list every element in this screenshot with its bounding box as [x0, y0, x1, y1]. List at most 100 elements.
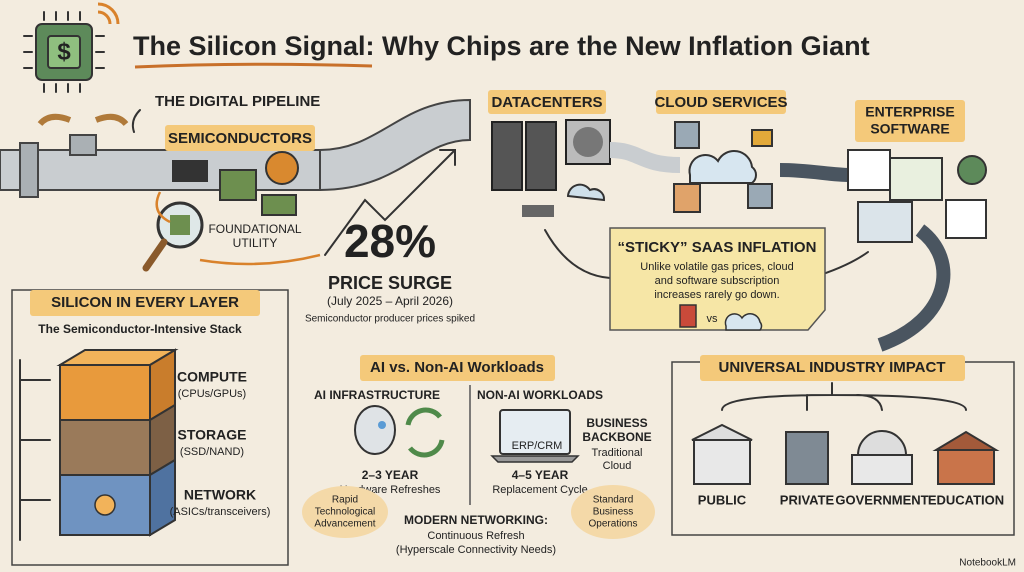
icon-part: [69, 134, 97, 156]
title-underline: [134, 62, 373, 69]
icon-part: [405, 407, 445, 458]
icon-part: [149, 458, 176, 537]
software-icons: [847, 149, 987, 243]
laptop-icon: [490, 409, 580, 463]
gas-icon: [679, 304, 697, 328]
layer-detail: (CPUs/GPUs): [178, 388, 246, 400]
icon-part: [937, 449, 995, 485]
chip-symbol: $: [57, 38, 71, 65]
cloud-label: CLOUD SERVICES: [654, 94, 787, 111]
orange-arrow: [155, 191, 321, 266]
chip-icon: [23, 2, 120, 93]
stack-title: SILICON IN EVERY LAYER: [51, 294, 239, 311]
icon-part: [688, 150, 757, 184]
pipe-segment: [609, 142, 681, 173]
icon-part: [525, 121, 557, 191]
vs-label: vs: [707, 313, 719, 325]
ai-driver: Technological: [315, 507, 376, 518]
icon-part: [142, 238, 168, 272]
surge-figure: 28%: [344, 215, 436, 267]
building-icons: [691, 423, 1000, 485]
bracket: [19, 359, 51, 541]
non-ai-driver: Operations: [589, 519, 638, 530]
pipe-segment: [877, 224, 951, 352]
icon-part: [747, 183, 773, 209]
ai-cycle: 2–3 YEAR: [362, 468, 419, 482]
sector: PUBLIC: [698, 492, 747, 507]
layer-name: NETWORK: [184, 487, 256, 503]
icon-part: [261, 194, 297, 216]
pipeline-label: THE DIGITAL PIPELINE: [155, 93, 320, 110]
non-ai-driver: Standard: [593, 495, 634, 506]
icon-part: [851, 454, 913, 485]
icon-part: [857, 201, 913, 243]
pointer-arrow: [131, 109, 141, 133]
title: The Silicon Signal: Why Chips are the Ne…: [133, 31, 870, 61]
impact-tag: [700, 355, 965, 381]
layer-cubes: [56, 348, 179, 537]
app-label: ERP/CRM: [512, 440, 563, 452]
workloads-tag: [360, 355, 555, 381]
backbone: BACKBONE: [582, 430, 651, 444]
icon-part: [751, 129, 773, 147]
non-ai-detail: Replacement Cycle: [492, 484, 587, 496]
semiconductors-label: SEMICONDUCTORS: [168, 130, 312, 147]
cloud-tag: [656, 90, 786, 114]
icon-part: [170, 215, 190, 235]
icon-part: [957, 155, 987, 185]
sticky-note: [609, 227, 826, 331]
impact-title: UNIVERSAL INDUSTRY IMPACT: [719, 359, 946, 376]
icon-part: [19, 142, 39, 198]
icon-part: [490, 455, 580, 463]
ai-driver: Advancement: [314, 519, 375, 530]
layer-name: COMPUTE: [177, 369, 247, 385]
foundational-line: FOUNDATIONAL: [208, 222, 301, 236]
ai-driver: Rapid: [332, 495, 358, 506]
icon-part: [172, 160, 208, 182]
magnifier-icon: [142, 201, 204, 272]
enterprise-label: SOFTWARE: [870, 121, 949, 137]
layer-detail: (ASICs/transceivers): [170, 506, 271, 518]
icon-part: [37, 113, 129, 127]
stack-tag: [30, 290, 260, 316]
impact-arrows: [721, 382, 967, 411]
ai-title: AI INFRASTRUCTURE: [314, 388, 440, 402]
enterprise-tag: [855, 100, 965, 142]
backbone: BUSINESS: [586, 416, 647, 430]
networking-line: (Hyperscale Connectivity Needs): [396, 544, 556, 556]
icon-part: [265, 151, 299, 185]
cloud-icons: [673, 121, 773, 213]
sticky-title: “STICKY” SAAS INFLATION: [618, 239, 817, 256]
server-icons: [491, 119, 611, 217]
icon-part: [23, 11, 105, 93]
icon-part: [693, 439, 751, 485]
icon-part: [785, 431, 829, 485]
icon-part: [856, 430, 908, 456]
backbone-detail: Cloud: [603, 460, 632, 472]
datacenters-label: DATACENTERS: [491, 94, 602, 111]
layer-name: STORAGE: [178, 427, 247, 443]
semiconductors-tag: [165, 125, 315, 151]
icon-part: [674, 121, 700, 149]
datacenters-tag: [488, 90, 606, 114]
networking-title: MODERN NETWORKING:: [404, 513, 548, 527]
icon-part: [354, 405, 396, 455]
icon-part: [522, 205, 554, 217]
sector: EDUCATION: [928, 492, 1004, 507]
non-ai-title: NON-AI WORKLOADS: [477, 388, 603, 402]
non-ai-cycle: 4–5 YEAR: [512, 468, 569, 482]
surge-label: PRICE SURGE: [328, 273, 452, 293]
workloads-title: AI vs. Non-AI Workloads: [370, 359, 544, 376]
icon-part: [499, 409, 571, 455]
foundational-line: UTILITY: [233, 236, 278, 250]
cloud-icon: [724, 313, 763, 331]
icon-part: [573, 127, 603, 157]
stack-subtitle: The Semiconductor-Intensive Stack: [38, 322, 242, 336]
icon-part: [219, 169, 257, 201]
icon-part: [47, 35, 81, 69]
non-ai-driver-bubble: [571, 485, 655, 539]
icon-part: [97, 2, 120, 25]
sticky-body: increases rarely go down.: [654, 289, 779, 301]
icon-part: [94, 494, 116, 516]
